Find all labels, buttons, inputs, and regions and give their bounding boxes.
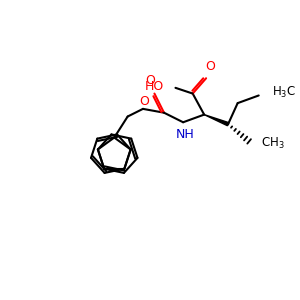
Text: O: O (146, 74, 155, 87)
Text: O: O (139, 95, 149, 108)
Text: H$_3$C: H$_3$C (272, 85, 296, 100)
Text: CH$_3$: CH$_3$ (261, 136, 284, 151)
Text: NH: NH (176, 128, 194, 141)
Text: O: O (205, 61, 215, 74)
Text: HO: HO (145, 80, 164, 93)
Polygon shape (204, 115, 229, 126)
